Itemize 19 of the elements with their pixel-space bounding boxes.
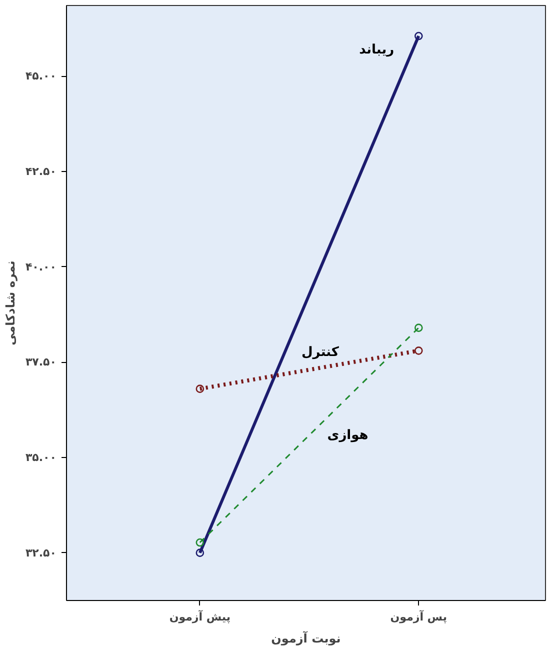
y-axis-title: نمره شادکامی (3, 260, 18, 346)
point (414, 324, 423, 332)
point (196, 538, 204, 547)
y-tick-label: ۴۵.۰۰ (25, 70, 57, 83)
x-tick-label: پس آزمون (390, 610, 448, 624)
x-tick-label: پیش آزمون (169, 610, 231, 624)
point (196, 548, 204, 557)
x-axis-title: نوبت آزمون (271, 630, 341, 646)
y-tick-label: ۴۲.۵۰ (25, 164, 57, 178)
point (196, 384, 204, 393)
y-tick-label: ۳۵.۰۰ (25, 450, 57, 464)
series-label: کنترل (301, 344, 340, 360)
series-label: ریباند (359, 42, 394, 58)
y-tick-label: ۳۷.۵۰ (25, 356, 57, 369)
point (414, 32, 423, 40)
y-tick-label: ۳۲.۵۰ (25, 546, 57, 560)
series-label: هوازی (327, 428, 368, 444)
y-tick-label: ۴۰.۰۰ (25, 260, 57, 274)
point (414, 346, 423, 355)
